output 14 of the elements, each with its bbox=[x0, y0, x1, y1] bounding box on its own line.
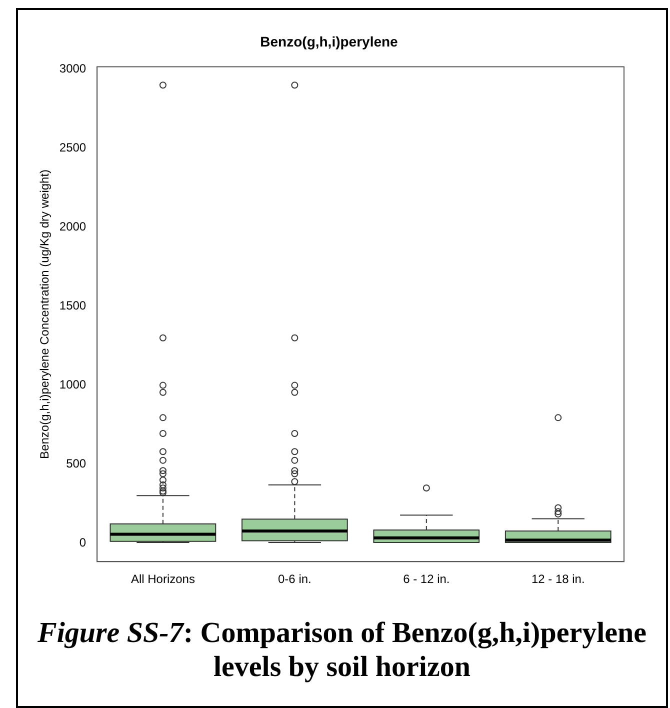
y-tick-label: 2000 bbox=[59, 220, 86, 234]
y-tick-label: 500 bbox=[66, 456, 86, 471]
x-tick-label: All Horizons bbox=[130, 572, 195, 586]
x-tick-label: 0-6 in. bbox=[278, 572, 312, 586]
y-axis-title: Benzo(g,h,i)perylene Concentration (ug/Kg dry weight) bbox=[38, 169, 52, 459]
x-tick-label: 6 - 12 in. bbox=[403, 572, 450, 586]
y-tick-label: 3000 bbox=[59, 62, 86, 76]
x-tick-label: 12 - 18 in. bbox=[531, 572, 585, 586]
y-tick-label: 1500 bbox=[59, 298, 86, 313]
text: Figure SS-7: Comparison of Benzo(g,h,i)perylene levels by soil horizon bbox=[36, 616, 648, 684]
chart-title: Benzo(g,h,i)perylene bbox=[260, 33, 398, 50]
y-tick-label: 0 bbox=[79, 536, 86, 550]
y-tick-label: 1000 bbox=[59, 378, 86, 392]
y-tick-label: 2500 bbox=[59, 140, 86, 155]
